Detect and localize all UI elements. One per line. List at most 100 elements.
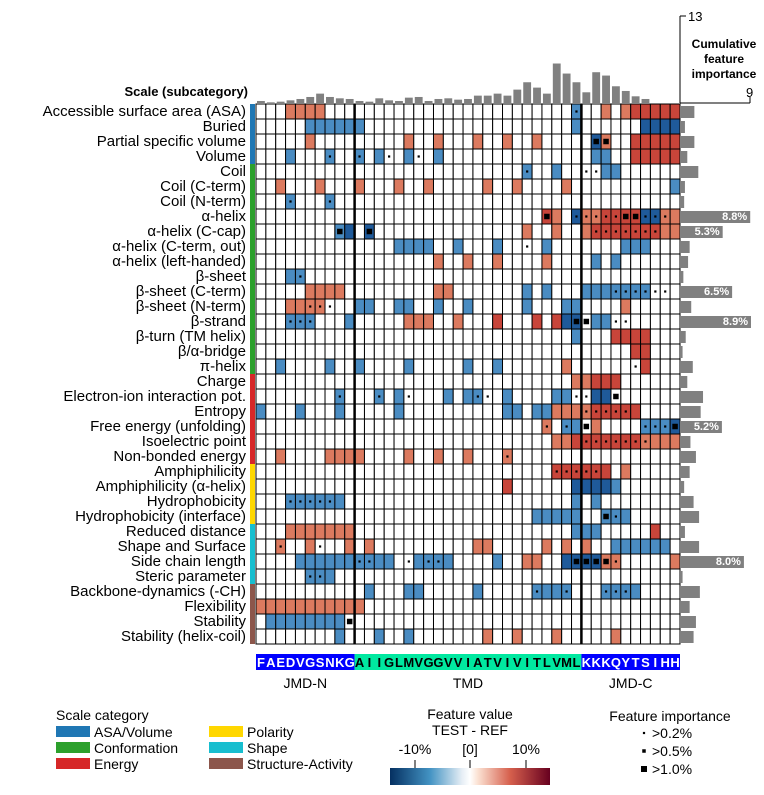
importance-bar xyxy=(681,241,690,253)
heatmap-cell xyxy=(502,193,513,210)
segment-dividers xyxy=(353,104,583,644)
heatmap-cell xyxy=(294,553,306,570)
heatmap-cell xyxy=(334,583,346,600)
heatmap-cell xyxy=(551,298,563,315)
heatmap-cell xyxy=(314,553,326,570)
heatmap-cell xyxy=(502,223,513,240)
heatmap-cell xyxy=(600,343,612,360)
heatmap-cell xyxy=(551,598,563,615)
heatmap-cell xyxy=(482,208,494,225)
heatmap-cell xyxy=(561,268,573,285)
heatmap-cell xyxy=(294,328,306,345)
heatmap-cell xyxy=(551,628,563,645)
heatmap-cell xyxy=(669,373,681,390)
heatmap-cell xyxy=(314,628,326,645)
heatmap-cell xyxy=(285,358,296,375)
heatmap-cell xyxy=(324,523,336,540)
importance-marker xyxy=(555,470,558,473)
heatmap-cell xyxy=(265,283,277,300)
heatmap-cell xyxy=(373,238,385,255)
heatmap-cell xyxy=(393,133,405,150)
heatmap-cell xyxy=(324,583,336,600)
importance-marker xyxy=(644,440,647,443)
heatmap-cell xyxy=(531,118,543,135)
heatmap-cell xyxy=(521,298,533,315)
importance-bar xyxy=(681,526,685,538)
heatmap-cell xyxy=(373,628,385,645)
heatmap-cell xyxy=(324,373,336,390)
heatmap-cell xyxy=(255,583,267,600)
heatmap-cell xyxy=(551,283,563,300)
category-strip-segment xyxy=(250,104,255,119)
heatmap-cell xyxy=(590,613,602,630)
heatmap-cell xyxy=(669,613,681,630)
heatmap-cell xyxy=(521,538,533,555)
heatmap-cell xyxy=(482,448,494,465)
heatmap-cell xyxy=(255,508,267,525)
heatmap-cell xyxy=(649,403,661,420)
heatmap-cell xyxy=(511,298,523,315)
heatmap-cell xyxy=(511,133,523,150)
importance-marker xyxy=(358,560,361,563)
heatmap-cell xyxy=(363,298,375,315)
importance-marker xyxy=(526,170,529,173)
heatmap-cell xyxy=(413,223,425,240)
heatmap-cell xyxy=(354,268,365,285)
heatmap-cell xyxy=(649,193,661,210)
heatmap-cell xyxy=(354,208,365,225)
importance-marker xyxy=(595,410,598,413)
heatmap-cell xyxy=(334,103,346,120)
heatmap-cell xyxy=(393,358,405,375)
heatmap-cell xyxy=(669,538,681,555)
sequence-residue: A xyxy=(473,655,483,670)
importance-marker xyxy=(573,318,580,325)
heatmap-cell xyxy=(383,508,395,525)
heatmap-cell xyxy=(669,118,681,135)
heatmap-cell xyxy=(580,268,592,285)
heatmap-cell xyxy=(314,343,326,360)
importance-marker xyxy=(603,558,609,565)
heatmap-cell xyxy=(403,418,415,435)
importance-marker xyxy=(614,590,618,593)
heatmap-cell xyxy=(511,448,523,465)
segment-bar xyxy=(354,654,582,670)
heatmap-cell xyxy=(600,448,612,465)
heatmap-cell xyxy=(580,538,592,555)
heatmap-cell xyxy=(324,223,336,240)
heatmap-cell xyxy=(294,133,306,150)
heatmap-cell xyxy=(630,298,642,315)
heatmap-cell xyxy=(551,208,563,225)
heatmap-cell xyxy=(403,358,415,375)
heatmap-cell xyxy=(571,178,582,195)
heatmap-cell xyxy=(294,628,306,645)
heatmap-cell xyxy=(511,178,523,195)
heatmap-cell xyxy=(383,283,395,300)
heatmap-cell xyxy=(383,163,395,180)
heatmap-cell xyxy=(511,358,523,375)
heatmap-cell xyxy=(580,328,592,345)
heatmap-cell xyxy=(511,568,523,585)
heatmap-cell xyxy=(334,298,346,315)
heatmap-cell xyxy=(649,178,661,195)
heatmap-cell xyxy=(294,298,306,315)
heatmap-cell xyxy=(482,373,494,390)
heatmap-cell xyxy=(363,208,375,225)
heatmap-cell xyxy=(492,523,504,540)
heatmap-cell xyxy=(255,568,267,585)
heatmap-cell xyxy=(511,118,523,135)
heatmap-cell xyxy=(275,283,287,300)
heatmap-cell xyxy=(354,313,365,330)
heatmap-cell xyxy=(294,343,306,360)
heatmap-cell xyxy=(640,598,651,615)
heatmap-cell xyxy=(600,193,612,210)
heatmap-cell xyxy=(285,118,296,135)
heatmap-cell xyxy=(590,508,602,525)
heatmap-cell xyxy=(403,403,415,420)
heatmap-cell xyxy=(649,493,661,510)
heatmap-cell xyxy=(423,238,434,255)
heatmap-cell xyxy=(383,178,395,195)
importance-marker xyxy=(318,305,322,308)
heatmap-cell xyxy=(432,403,444,420)
heatmap-cell xyxy=(442,508,454,525)
heatmap-cell xyxy=(492,373,504,390)
